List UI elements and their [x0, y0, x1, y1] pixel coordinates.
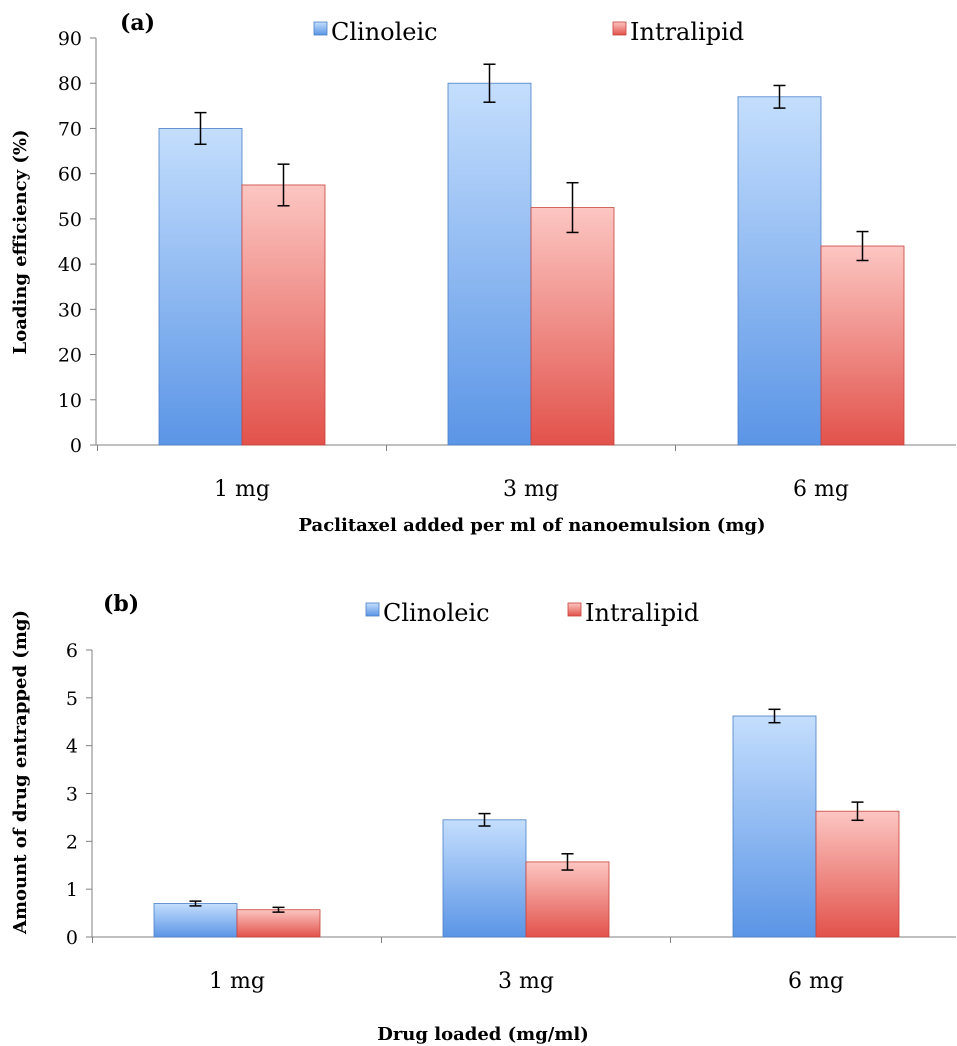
y-tick-label-b: 2: [66, 831, 78, 853]
x-category-label-a: 1 mg: [214, 477, 270, 502]
bar-clinoleic-b: [442, 819, 527, 938]
legend-label-clinoleic-b: Clinoleic: [383, 599, 490, 627]
y-tick-label-a: 20: [58, 345, 82, 367]
bar-intralipid-a: [820, 245, 905, 446]
panel-label-b: (b): [103, 591, 139, 617]
y-tick-label-a: 50: [58, 209, 82, 231]
bar-clinoleic-b: [732, 715, 817, 938]
y-tick-label-a: 10: [58, 390, 82, 412]
y-tick-label-a: 0: [70, 435, 82, 457]
bar-clinoleic-a: [158, 128, 243, 446]
x-axis-title-b: Drug loaded (mg/ml): [377, 1024, 589, 1045]
x-category-label-b: 6 mg: [788, 969, 844, 994]
y-tick-label-b: 0: [66, 927, 78, 949]
x-category-label-a: 6 mg: [793, 477, 849, 502]
legend-swatch-clinoleic-b: [365, 602, 380, 617]
legend-label-intralipid-a: Intralipid: [630, 18, 744, 46]
legend-swatch-intralipid-b: [567, 602, 582, 617]
chart-panel-b: (b) Clinoleic Intralipid Amount of drug …: [10, 591, 956, 1045]
legend-label-clinoleic-a: Clinoleic: [331, 18, 438, 46]
bar-intralipid-a: [241, 184, 326, 446]
y-tick-label-a: 90: [58, 28, 82, 50]
panel-label-a: (a): [120, 10, 155, 36]
y-tick-label-a: 30: [58, 299, 82, 321]
bar-clinoleic-a: [737, 96, 822, 446]
plot-area-a: 0 10 20 30 40 50 60 70 80 90 1 mg 3 mg 6 mg: [58, 28, 956, 502]
y-tick-label-a: 40: [58, 254, 82, 276]
bar-intralipid-a: [530, 207, 615, 446]
bar-intralipid-b: [236, 909, 321, 938]
bar-clinoleic-b: [153, 903, 238, 938]
bar-clinoleic-a: [447, 82, 532, 446]
y-tick-label-b: 4: [66, 736, 78, 758]
plot-area-b: 0 1 2 3 4 5 6 1 mg 3 mg 6 mg: [66, 640, 956, 994]
y-tick-label-b: 3: [66, 784, 78, 806]
y-tick-label-a: 70: [58, 118, 82, 140]
x-category-label-a: 3 mg: [503, 477, 559, 502]
y-tick-label-b: 1: [66, 879, 78, 901]
bar-intralipid-b: [525, 861, 610, 938]
y-tick-label-a: 60: [58, 164, 82, 186]
legend-swatch-clinoleic-a: [313, 21, 328, 36]
y-tick-label-a: 80: [58, 73, 82, 95]
y-axis-title-b: Amount of drug entrapped (mg): [10, 610, 31, 935]
y-tick-label-b: 5: [66, 688, 78, 710]
legend-swatch-intralipid-a: [612, 21, 627, 36]
x-axis-title-a: Paclitaxel added per ml of nanoemulsion …: [299, 515, 766, 536]
x-category-label-b: 1 mg: [209, 969, 265, 994]
x-category-label-b: 3 mg: [498, 969, 554, 994]
y-tick-label-b: 6: [66, 640, 78, 662]
legend-label-intralipid-b: Intralipid: [585, 599, 699, 627]
bar-intralipid-b: [815, 810, 900, 938]
chart-panel-a: (a) Clinoleic Intralipid Loading efficie…: [10, 10, 956, 536]
y-axis-title-a: Loading efficiency (%): [10, 130, 31, 355]
